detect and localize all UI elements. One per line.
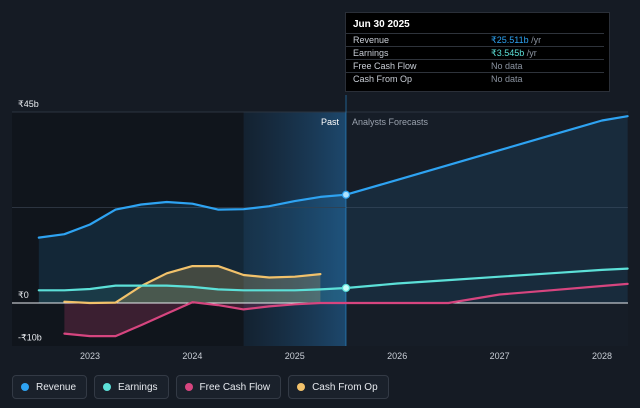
tooltip-unit: /yr (524, 48, 537, 58)
tooltip-row-earnings: Earnings ₹3.545b /yr (346, 46, 604, 60)
past-label: Past (321, 117, 340, 127)
tooltip: Jun 30 2025 Revenue ₹25.511b /yr Earning… (345, 12, 610, 92)
revenue-dot-icon (21, 383, 29, 391)
legend-item-revenue[interactable]: Revenue (12, 375, 88, 399)
tooltip-value-number: ₹25.511b (491, 35, 529, 45)
earnings-line (37, 284, 348, 292)
x-tick-label: 2027 (490, 351, 510, 360)
revenue-area (38, 194, 347, 303)
y-tick-label: ₹45b (18, 99, 39, 109)
earnings-forecast-line (344, 267, 629, 290)
y-tick-label: -₹10b (18, 332, 42, 342)
fcf-forecast-line (344, 282, 629, 305)
tooltip-value: No data (491, 61, 523, 71)
y-tick-label: ₹0 (18, 290, 29, 300)
legend-item-free-cash-flow[interactable]: Free Cash Flow (175, 375, 282, 399)
fcf-line (63, 301, 348, 338)
tooltip-date: Jun 30 2025 (353, 19, 410, 30)
tooltip-value-number: ₹3.545b (491, 48, 525, 58)
legend-item-earnings[interactable]: Earnings (94, 375, 169, 399)
x-tick-label: 2026 (387, 351, 407, 360)
legend-item-cash-from-op[interactable]: Cash From Op (288, 375, 389, 399)
x-tick-label: 2028 (592, 351, 612, 360)
fcf-dot-icon (184, 383, 193, 391)
tooltip-row-revenue: Revenue ₹25.511b /yr (346, 33, 604, 47)
tooltip-row-fcf: Free Cash Flow No data (346, 59, 604, 73)
cfo-area (64, 266, 321, 303)
tooltip-value: No data (491, 74, 523, 84)
x-tick-label: 2023 (80, 351, 100, 360)
tooltip-row-cfo: Cash From Op No data (346, 72, 604, 86)
tooltip-label: Revenue (353, 35, 390, 45)
earnings-marker (341, 283, 351, 293)
legend-label: Free Cash Flow (199, 381, 271, 393)
cfo-line (63, 265, 322, 305)
tooltip-unit: /yr (528, 35, 542, 45)
forecast-label: Analysts Forecasts (352, 117, 429, 127)
tooltip-label: Cash From Op (353, 74, 413, 84)
legend: Revenue Earnings Free Cash Flow Cash Fro… (12, 375, 389, 401)
tooltip-label: Earnings (353, 48, 389, 58)
forecast-region (346, 112, 628, 346)
revenue-marker (341, 190, 351, 199)
x-tick-label: 2024 (182, 351, 202, 360)
chart: ₹45b ₹0 -₹10b 2023 2024 2025 2026 2027 2028 Past A… (12, 95, 629, 360)
earnings-area (38, 285, 347, 303)
revenue-forecast-line (344, 115, 629, 196)
tooltip-label: Free Cash Flow (353, 61, 417, 71)
revenue-forecast-area (346, 116, 628, 303)
x-tick-label: 2025 (285, 351, 305, 360)
earnings-dot-icon (103, 383, 112, 391)
revenue-line (37, 193, 348, 239)
legend-label: Earnings (118, 381, 158, 393)
cfo-dot-icon (297, 383, 306, 391)
tooltip-value: ₹3.545b /yr (491, 48, 537, 59)
legend-label: Cash From Op (312, 381, 378, 393)
tooltip-value: ₹25.511b /yr (491, 35, 541, 46)
legend-label: Revenue (36, 381, 77, 393)
